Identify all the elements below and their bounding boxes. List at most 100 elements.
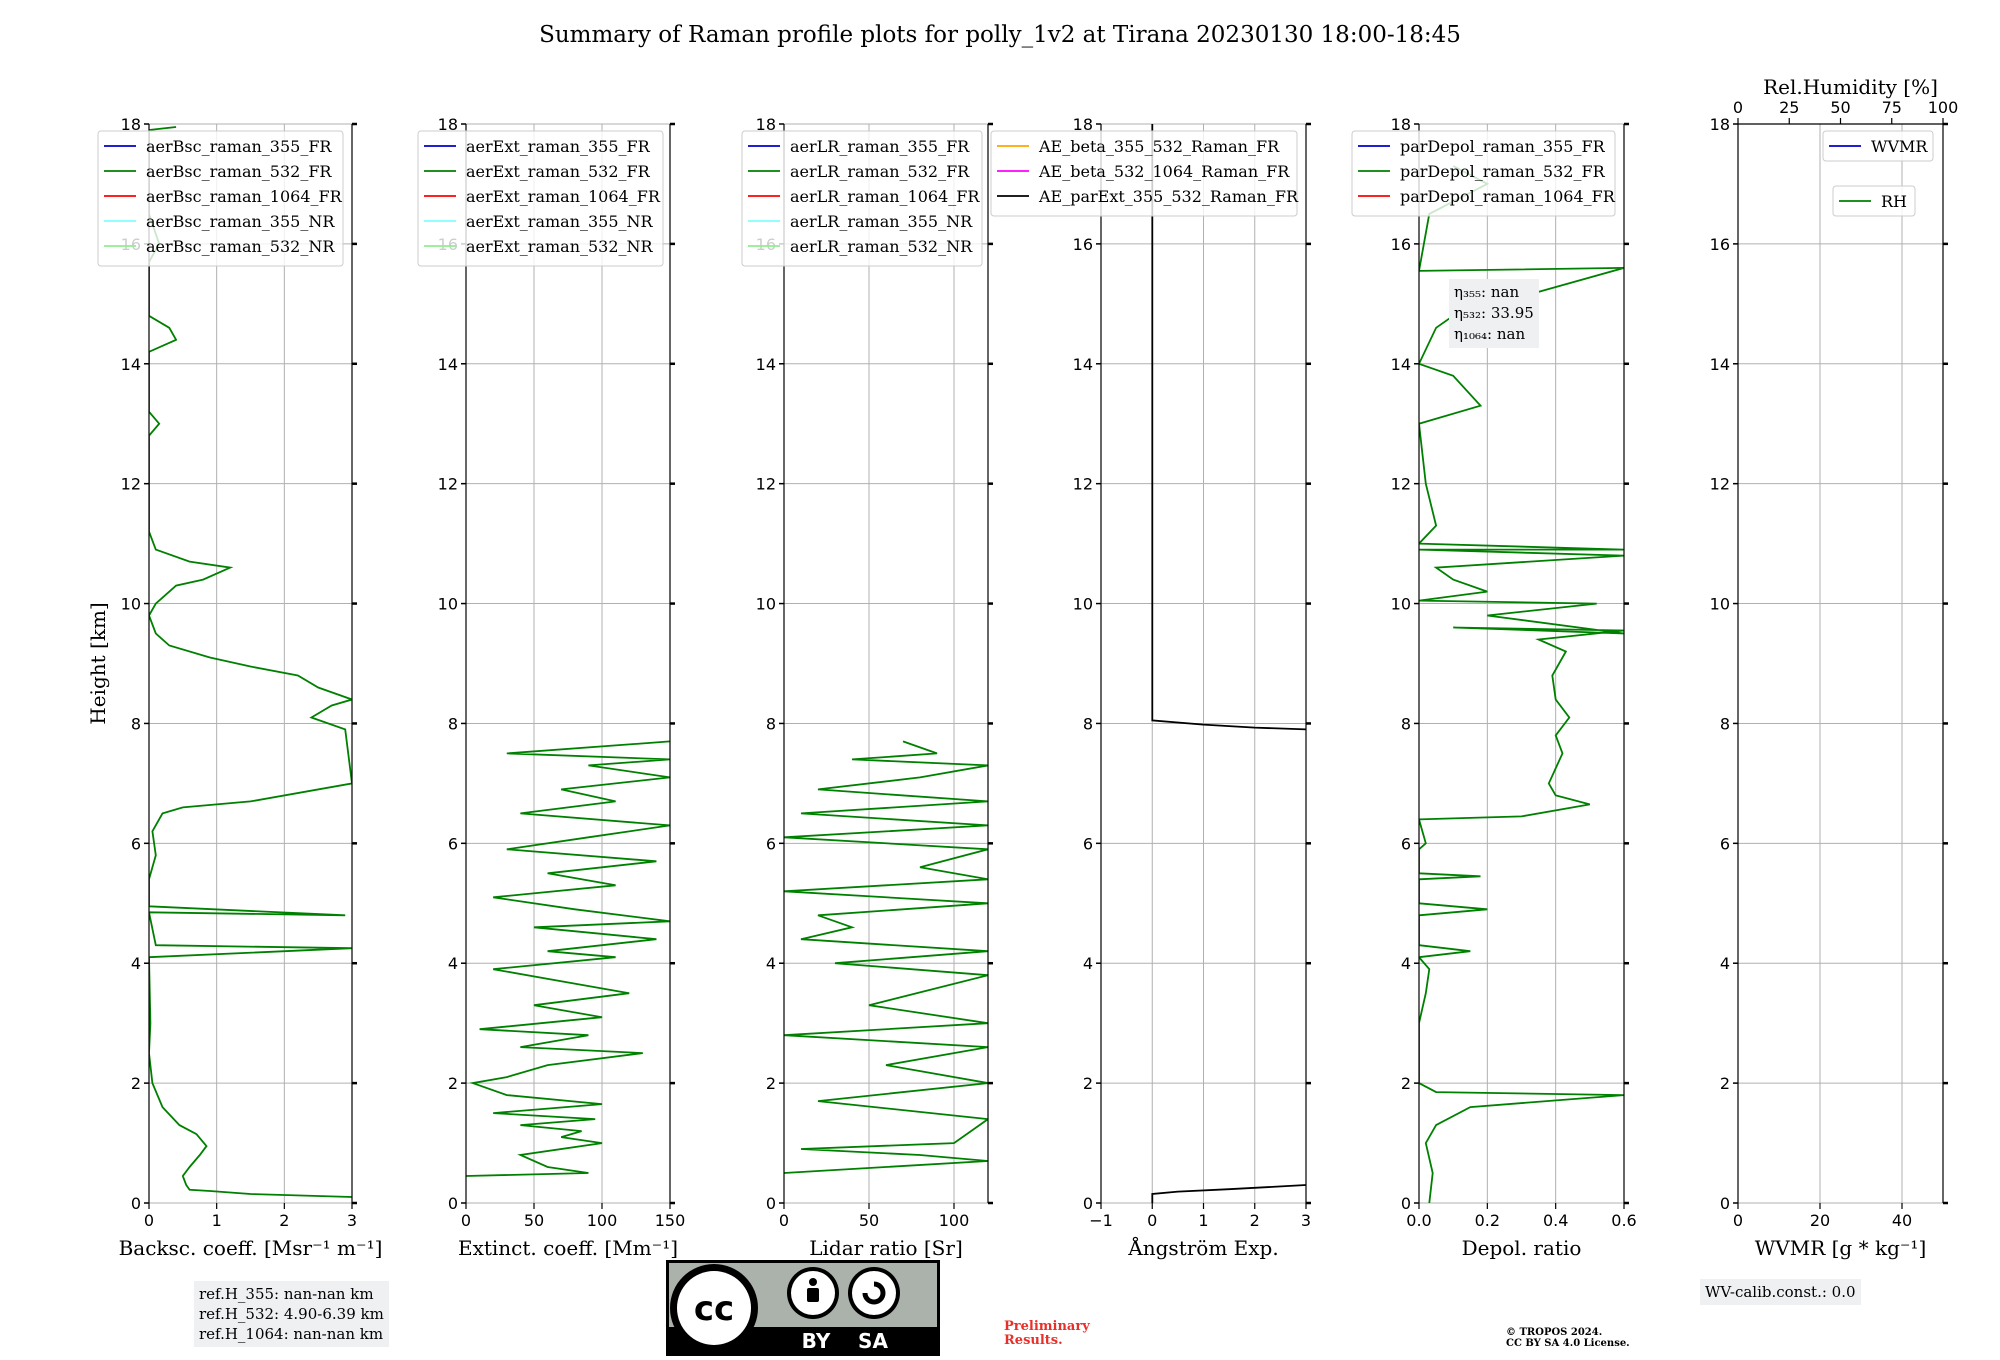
legend-entry: aerBsc_raman_1064_FR (146, 187, 343, 206)
preliminary-line-1: Preliminary (1004, 1319, 1090, 1334)
y-tick-label: 6 (131, 834, 141, 853)
y-tick-label: 10 (756, 595, 776, 614)
series-group (1419, 165, 1624, 1203)
y-tick-label: 4 (1083, 954, 1093, 973)
x-tick-label: 0.0 (1406, 1211, 1431, 1230)
legend-entry: WVMR (1871, 137, 1928, 156)
legend-frame (1822, 130, 1934, 162)
y-tick-label: 2 (1401, 1074, 1411, 1093)
person-body-icon (807, 1288, 819, 1302)
y-tick-label: 14 (121, 355, 141, 374)
y-tick-label: 14 (438, 355, 458, 374)
y-tick-label: 16 (1391, 235, 1411, 254)
ref-height-532: ref.H_532: 4.90-6.39 km (199, 1305, 384, 1323)
y-tick-label: 8 (1720, 714, 1730, 733)
y-tick-label: 12 (438, 475, 458, 494)
series-group (466, 740, 670, 1177)
x-axis-label: Ångström Exp. (1127, 1235, 1278, 1260)
legend-frame (990, 130, 1298, 217)
series-line-aerLR_raman_532_FR (784, 740, 988, 1174)
y-tick-label: 18 (756, 115, 776, 134)
legend-entry: RH (1881, 192, 1907, 211)
legend: aerBsc_raman_355_FR aerBsc_raman_532_FRae… (97, 130, 344, 267)
y-tick-label: 18 (438, 115, 458, 134)
legend-entry: aerExt_raman_355_NR (466, 212, 654, 231)
ref-height-1064: ref.H_1064: nan-nan km (199, 1325, 384, 1343)
y-tick-label: 8 (1083, 714, 1093, 733)
y-tick-label: 10 (438, 595, 458, 614)
y-tick-label: 18 (121, 115, 141, 134)
legend: aerExt_raman_355_FR aerExt_raman_532_FRae… (417, 130, 664, 267)
sa-icon (852, 1271, 896, 1315)
legend-frame (741, 130, 983, 267)
y-tick-label: 8 (1401, 714, 1411, 733)
preliminary-line-2: Results. (1004, 1333, 1063, 1348)
x-tick-label: 150 (655, 1211, 686, 1230)
legend-entry: parDepol_raman_532_FR (1400, 162, 1606, 181)
share-alike-arrow-icon (862, 1281, 886, 1305)
series-group (784, 740, 988, 1174)
x-tick-label: 0.2 (1475, 1211, 1500, 1230)
series-line-aerBsc_raman_532_FR (149, 126, 352, 1198)
legend-frame (1351, 130, 1616, 217)
x-tick-label: 0.6 (1611, 1211, 1636, 1230)
x-axis-label: WVMR [g * kg⁻¹] (1755, 1236, 1927, 1260)
top-x-axis-label: Rel.Humidity [%] (1763, 75, 1938, 99)
legend: parDepol_raman_355_FR parDepol_raman_532_… (1351, 130, 1616, 217)
x-tick-label: 0 (779, 1211, 789, 1230)
y-tick-label: 0 (131, 1194, 141, 1213)
x-tick-label: 0 (144, 1211, 154, 1230)
x-tick-label: 0 (461, 1211, 471, 1230)
y-tick-label: 6 (1401, 834, 1411, 853)
x-tick-label: 0 (1733, 1211, 1743, 1230)
legend-entry: AE_parExt_355_532_Raman_FR (1038, 187, 1299, 206)
y-tick-label: 4 (448, 954, 458, 973)
legend-entry: AE_beta_355_532_Raman_FR (1038, 137, 1280, 156)
legend-entry: aerExt_raman_355_FR (466, 137, 651, 156)
legend-entry: aerLR_raman_355_FR (790, 137, 970, 156)
legend-entry: aerExt_raman_532_FR (466, 162, 651, 181)
cc-by-sa-license-badge: cc BY SA (666, 1260, 940, 1356)
person-head-icon (809, 1278, 817, 1286)
legend: WVMR RH (1822, 130, 1934, 217)
y-tick-label: 4 (1720, 954, 1730, 973)
legend-frame (97, 130, 344, 267)
y-tick-label: 8 (448, 714, 458, 733)
y-tick-label: 2 (448, 1074, 458, 1093)
legend: aerLR_raman_355_FR aerLR_raman_532_FR aerL… (741, 130, 983, 267)
y-tick-label: 12 (1391, 475, 1411, 494)
y-tick-label: 10 (1391, 595, 1411, 614)
legend-entry: aerExt_raman_1064_FR (466, 187, 661, 206)
legend-entry: aerBsc_raman_355_FR (146, 137, 332, 156)
y-tick-label: 6 (1083, 834, 1093, 853)
x-axis-label: Extinct. coeff. [Mm⁻¹] (458, 1236, 678, 1260)
y-tick-label: 14 (756, 355, 776, 374)
series-line-aerExt_raman_532_FR (466, 740, 670, 1177)
y-tick-label: 16 (1073, 235, 1093, 254)
legend-entry: aerExt_raman_532_NR (466, 237, 654, 256)
by-label: BY (802, 1329, 831, 1353)
y-tick-label: 10 (1710, 595, 1730, 614)
panel-backscatter: 0246810121416180123Backsc. coeff. [Msr⁻¹… (86, 115, 382, 1260)
y-tick-label: 0 (1401, 1194, 1411, 1213)
top-x-tick-label: 100 (1928, 98, 1959, 117)
x-tick-label: 40 (1892, 1211, 1912, 1230)
x-tick-label: 100 (939, 1211, 970, 1230)
y-tick-label: 10 (121, 595, 141, 614)
series-line-parDepol_raman_532_FR (1419, 165, 1624, 1203)
y-tick-label: 18 (1391, 115, 1411, 134)
x-tick-label: 1 (212, 1211, 222, 1230)
y-tick-label: 12 (1073, 475, 1093, 494)
y-tick-label: 18 (1073, 115, 1093, 134)
x-tick-label: −1 (1089, 1211, 1113, 1230)
x-tick-label: 50 (524, 1211, 544, 1230)
panel-extinction: 024681012141618050100150Extinct. coeff. … (417, 115, 686, 1260)
series-line-AE_parExt_355_532_Raman_FR (1151, 1184, 1306, 1203)
x-tick-label: 0 (1147, 1211, 1157, 1230)
x-axis-label: Backsc. coeff. [Msr⁻¹ m⁻¹] (119, 1236, 383, 1260)
legend-entry: parDepol_raman_1064_FR (1400, 187, 1616, 206)
y-tick-label: 0 (1720, 1194, 1730, 1213)
y-tick-label: 4 (131, 954, 141, 973)
legend-entry: aerLR_raman_532_FR (790, 162, 970, 181)
y-tick-label: 4 (1401, 954, 1411, 973)
